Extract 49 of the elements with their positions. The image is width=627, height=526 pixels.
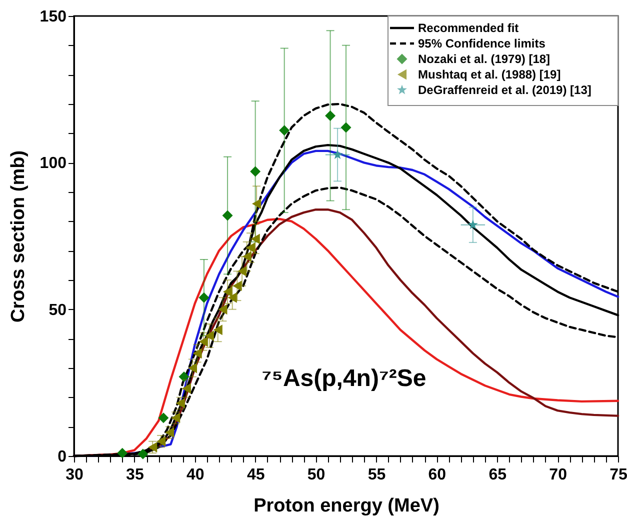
x-tick-label: 55 (368, 466, 386, 484)
x-tick-label: 40 (186, 466, 204, 484)
point (252, 198, 262, 209)
y-tick-label: 100 (40, 155, 67, 172)
point (218, 304, 228, 315)
legend-label: Mushtaq et al. (1988) [19] (418, 68, 561, 82)
point (250, 166, 261, 177)
point (188, 362, 198, 374)
point (340, 122, 352, 133)
y-axis-title: Cross section (mb) (8, 150, 29, 323)
point (222, 210, 233, 221)
point (468, 220, 478, 230)
point (138, 448, 148, 460)
point (232, 280, 242, 292)
x-tick-label: 35 (126, 466, 144, 484)
legend-label: Recommended fit (418, 21, 519, 35)
y-tick-label: 150 (40, 8, 67, 26)
x-tick-label: 75 (610, 466, 627, 484)
point (192, 348, 202, 359)
point (237, 266, 247, 276)
point (279, 125, 290, 136)
point (222, 286, 232, 297)
point (332, 150, 343, 159)
x-tick-label: 60 (428, 466, 446, 484)
x-tick-label: 45 (246, 466, 265, 484)
x-tick-label: 50 (307, 466, 326, 484)
point (198, 336, 208, 347)
legend-label: 95% Confidence limits (418, 36, 546, 50)
x-axis-title: Proton energy (MeV) (254, 496, 440, 516)
legend-label: DeGraffenreid et al. (2019) [13] (418, 83, 592, 97)
point (325, 110, 336, 121)
y-tick-label: 0 (58, 448, 67, 466)
point (182, 383, 191, 394)
point (242, 251, 252, 262)
point (204, 330, 214, 341)
point (246, 242, 256, 253)
point (178, 372, 190, 382)
point (250, 234, 260, 244)
point (198, 292, 210, 303)
x-tick-label: 70 (549, 466, 568, 484)
point (228, 292, 237, 303)
point (117, 448, 128, 458)
y-tick-label: 50 (48, 302, 67, 319)
point (213, 324, 222, 336)
annotation: ⁷⁵As(p,4n)⁷²Se (262, 365, 426, 392)
legend-label: Nozaki et al. (1979) [18] (418, 52, 550, 66)
x-tick-label: 30 (66, 466, 84, 484)
x-tick-label: 65 (488, 466, 507, 484)
point (158, 412, 169, 424)
